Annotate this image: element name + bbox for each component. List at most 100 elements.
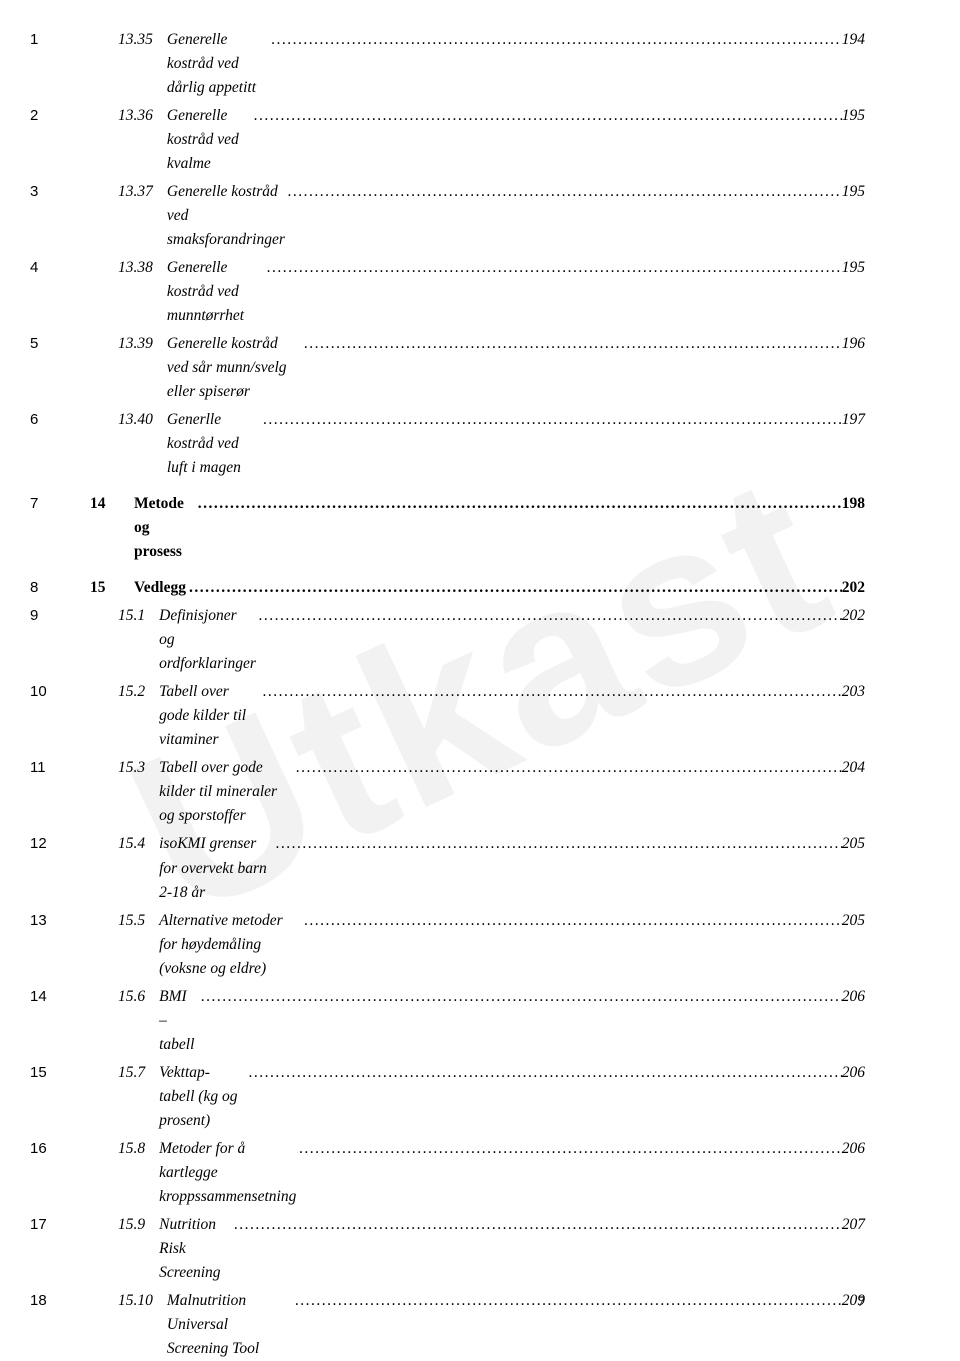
toc-row: 313.37Generelle kostråd ved smaksforandr…: [30, 180, 865, 252]
line-number: 12: [30, 832, 90, 855]
chapter-number: 14: [90, 492, 122, 516]
toc-page-number: 195: [842, 180, 865, 204]
section-number: 15.1: [90, 604, 145, 628]
toc-leader: ........................................…: [285, 180, 842, 204]
toc-row: 915.1Definisjoner og ordforklaringer....…: [30, 604, 865, 676]
toc-page-number: 207: [842, 1213, 865, 1237]
toc-page-number: 202: [842, 576, 865, 600]
toc-title: Generlle kostråd ved luft i magen: [153, 408, 261, 480]
toc-page-number: 206: [842, 1061, 865, 1085]
toc-leader: ........................................…: [186, 576, 842, 600]
toc-row: 714Metode og prosess....................…: [30, 492, 865, 564]
line-number: 5: [30, 332, 90, 355]
toc-row: 213.36Generelle kostråd ved kvalme......…: [30, 104, 865, 176]
toc-page-number: 195: [842, 104, 865, 128]
toc-page-number: 205: [842, 832, 865, 856]
toc-row: 1215.4isoKMI grenser for overvekt barn 2…: [30, 832, 865, 904]
line-number: 6: [30, 408, 90, 431]
toc-row: 1415.6BMI – tabell......................…: [30, 985, 865, 1057]
toc-title: Tabell over gode kilder til mineraler og…: [145, 756, 293, 828]
toc-container: 113.35Generelle kostråd ved dårlig appet…: [0, 0, 960, 1361]
line-number: 13: [30, 909, 90, 932]
line-number: 18: [30, 1289, 90, 1312]
toc-leader: ........................................…: [231, 1213, 841, 1237]
toc-gap: [30, 568, 865, 576]
line-number: 4: [30, 256, 90, 279]
toc-page-number: 202: [842, 604, 865, 628]
section-number: 15.10: [90, 1289, 153, 1313]
toc-page-number: 209: [842, 1289, 865, 1313]
line-number: 14: [30, 985, 90, 1008]
toc-leader: ........................................…: [292, 1289, 842, 1313]
toc-title: isoKMI grenser for overvekt barn 2-18 år: [145, 832, 273, 904]
section-number: 13.40: [90, 408, 153, 432]
toc-leader: ........................................…: [293, 756, 842, 780]
toc-page-number: 206: [842, 1137, 865, 1161]
toc-row: 513.39Generelle kostråd ved sår munn/sve…: [30, 332, 865, 404]
toc-title: Generelle kostråd ved smaksforandringer: [153, 180, 285, 252]
toc-row: 1615.8Metoder for å kartlegge kroppssamm…: [30, 1137, 865, 1209]
toc-leader: ........................................…: [301, 909, 841, 933]
toc-row: 1515.7Vekttap- tabell (kg og prosent)...…: [30, 1061, 865, 1133]
toc-title: Metode og prosess: [122, 492, 195, 564]
toc-leader: ........................................…: [198, 985, 842, 1009]
toc-leader: ........................................…: [256, 604, 842, 628]
toc-title: Definisjoner og ordforklaringer: [145, 604, 256, 676]
toc-title: Metoder for å kartlegge kroppssammensetn…: [145, 1137, 296, 1209]
toc-title: Alternative metoder for høydemåling (vok…: [145, 909, 301, 981]
toc-row: 413.38Generelle kostråd ved munntørrhet.…: [30, 256, 865, 328]
line-number: 15: [30, 1061, 90, 1084]
section-number: 15.7: [90, 1061, 145, 1085]
toc-row: 1015.2Tabell over gode kilder til vitami…: [30, 680, 865, 752]
section-number: 15.8: [90, 1137, 145, 1161]
section-number: 15.2: [90, 680, 145, 704]
toc-title: Malnutrition Universal Screening Tool (M…: [153, 1289, 292, 1361]
toc-page-number: 198: [842, 492, 865, 516]
section-number: 15.4: [90, 832, 145, 856]
line-number: 8: [30, 576, 90, 599]
toc-title: Vekttap- tabell (kg og prosent): [145, 1061, 246, 1133]
section-number: 13.35: [90, 28, 153, 52]
toc-title: Tabell over gode kilder til vitaminer: [145, 680, 260, 752]
toc-row: 1115.3Tabell over gode kilder til minera…: [30, 756, 865, 828]
line-number: 16: [30, 1137, 90, 1160]
line-number: 2: [30, 104, 90, 127]
section-number: 13.36: [90, 104, 153, 128]
section-number: 15.3: [90, 756, 145, 780]
toc-leader: ........................................…: [296, 1137, 841, 1161]
toc-title: Generelle kostråd ved kvalme: [153, 104, 251, 176]
toc-leader: ........................................…: [195, 492, 842, 516]
toc-leader: ........................................…: [264, 256, 842, 280]
line-number: 17: [30, 1213, 90, 1236]
toc-title: Generelle kostråd ved sår munn/svelg ell…: [153, 332, 301, 404]
toc-page-number: 197: [842, 408, 865, 432]
toc-leader: ........................................…: [260, 680, 842, 704]
toc-row: 1715.9Nutrition Risk Screening..........…: [30, 1213, 865, 1285]
toc-title: Nutrition Risk Screening: [145, 1213, 231, 1285]
section-number: 13.39: [90, 332, 153, 356]
toc-row: 113.35Generelle kostråd ved dårlig appet…: [30, 28, 865, 100]
toc-page-number: 204: [842, 756, 865, 780]
toc-gap: [30, 484, 865, 492]
toc-page-number: 196: [842, 332, 865, 356]
toc-leader: ........................................…: [260, 408, 841, 432]
section-number: 13.37: [90, 180, 153, 204]
toc-page-number: 195: [842, 256, 865, 280]
line-number: 10: [30, 680, 90, 703]
line-number: 1: [30, 28, 90, 51]
document-page: Utkast 113.35Generelle kostråd ved dårli…: [0, 0, 960, 1361]
toc-row: 1315.5Alternative metoder for høydemålin…: [30, 909, 865, 981]
toc-title: BMI – tabell: [145, 985, 198, 1057]
toc-row: 613.40Generlle kostråd ved luft i magen.…: [30, 408, 865, 480]
toc-title: Vedlegg: [122, 576, 186, 600]
chapter-number: 15: [90, 576, 122, 600]
toc-leader: ........................................…: [251, 104, 842, 128]
toc-page-number: 205: [842, 909, 865, 933]
line-number: 9: [30, 604, 90, 627]
toc-leader: ........................................…: [301, 332, 842, 356]
toc-page-number: 203: [842, 680, 865, 704]
toc-leader: ........................................…: [246, 1061, 842, 1085]
section-number: 15.9: [90, 1213, 145, 1237]
toc-leader: ........................................…: [273, 832, 842, 856]
toc-page-number: 206: [842, 985, 865, 1009]
